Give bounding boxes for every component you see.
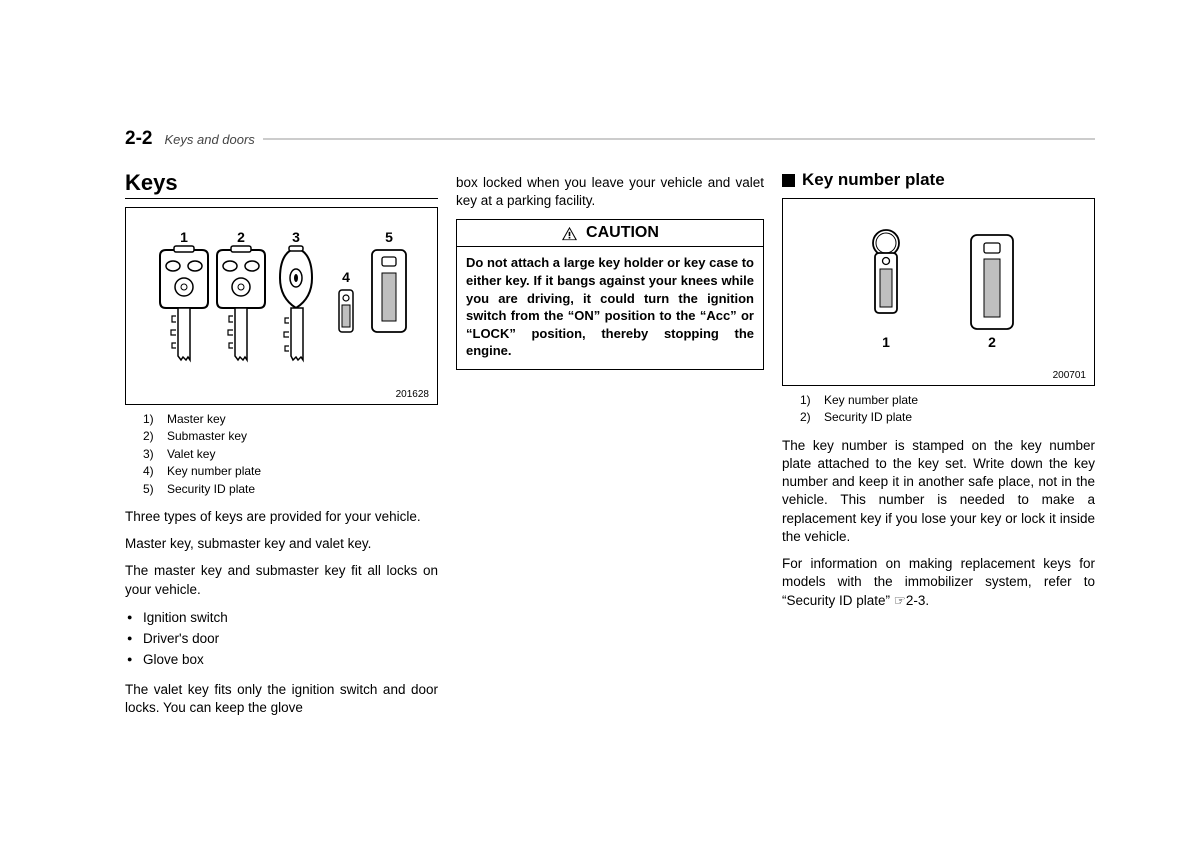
keys-illustration: 1 2 3 4 5 [126, 208, 439, 406]
para-key-number-stamped: The key number is stamped on the key num… [782, 437, 1095, 546]
caution-header: CAUTION [457, 220, 763, 247]
column-1: Keys 1 2 3 4 5 [125, 170, 438, 726]
valet-key-icon [280, 246, 312, 360]
master-key-icon [160, 246, 208, 360]
figure-code-2: 200701 [1053, 370, 1086, 381]
page-number: 2-2 [125, 128, 152, 150]
figure-code: 201628 [396, 389, 429, 400]
subheading-text: Key number plate [802, 170, 945, 190]
para-replacement-info: For information on making replacement ke… [782, 555, 1095, 610]
submaster-key-icon [217, 246, 265, 360]
plate-tag-icon [873, 230, 899, 313]
header-rule [263, 138, 1095, 140]
para-valet: The valet key fits only the ignition swi… [125, 681, 438, 717]
figure-keys: 1 2 3 4 5 [125, 207, 438, 405]
page-header: 2-2 Keys and doors [125, 128, 1095, 150]
caution-body: Do not attach a large key holder or key … [457, 247, 763, 368]
fig-label-4: 4 [342, 269, 350, 285]
subheading-marker-icon [782, 174, 795, 187]
lock-list: Ignition switch Driver's door Glove box [125, 608, 438, 671]
fig-label-5: 5 [385, 229, 393, 245]
warning-triangle-icon [561, 226, 578, 241]
plates-illustration: 1 2 [783, 199, 1096, 387]
section-heading-keys: Keys [125, 170, 438, 199]
subheading-key-number-plate: Key number plate [782, 170, 1095, 190]
fig-label-2: 2 [237, 229, 245, 245]
figure-plates: 1 2 200701 [782, 198, 1095, 386]
column-2: box locked when you leave your vehicle a… [456, 170, 764, 726]
caution-title: CAUTION [586, 224, 659, 242]
legend-keys: 1)Master key 2)Submaster key 3)Valet key… [143, 411, 438, 498]
para-box-locked: box locked when you leave your vehicle a… [456, 174, 764, 210]
bullet-ignition: Ignition switch [125, 608, 438, 629]
fig-label-1: 1 [180, 229, 188, 245]
para-three-types: Three types of keys are provided for you… [125, 508, 438, 526]
para-key-list: Master key, submaster key and valet key. [125, 535, 438, 553]
fig2-label-1: 1 [882, 334, 890, 350]
key-number-plate-icon [339, 290, 353, 332]
column-3: Key number plate 1 2 [782, 170, 1095, 726]
bullet-driver-door: Driver's door [125, 629, 438, 650]
security-id-plate-icon [372, 250, 406, 332]
para-master-fit: The master key and submaster key fit all… [125, 562, 438, 598]
caution-box: CAUTION Do not attach a large key holder… [456, 219, 764, 369]
plate-card-icon [971, 235, 1013, 329]
fig2-label-2: 2 [988, 334, 996, 350]
chapter-title: Keys and doors [164, 132, 254, 147]
fig-label-3: 3 [292, 229, 300, 245]
legend-plates: 1)Key number plate 2)Security ID plate [800, 392, 1095, 427]
bullet-glove-box: Glove box [125, 650, 438, 671]
content-columns: Keys 1 2 3 4 5 [125, 170, 1095, 726]
